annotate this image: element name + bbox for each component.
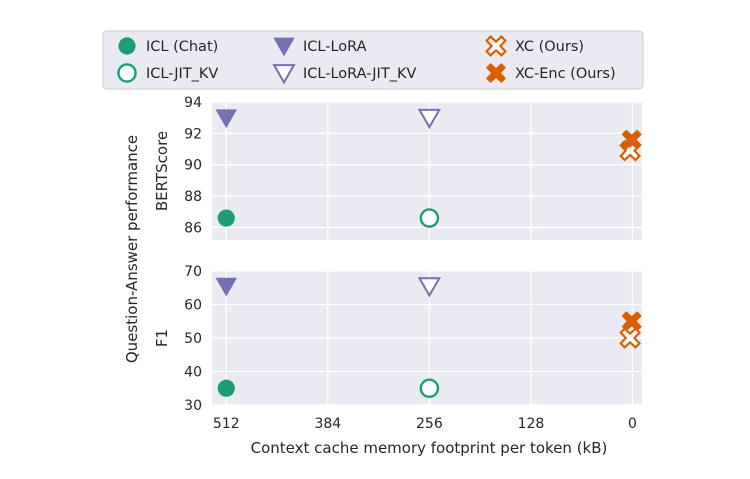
x-tick-label-128: 128 [518, 416, 545, 432]
y-tick-label-94: 94 [184, 95, 202, 111]
legend-marker-icl-lora [273, 37, 295, 57]
point-icl-lora-bertscore-0 [215, 109, 238, 129]
panel-f1: 30 40 50 60 70 F1 [153, 264, 642, 414]
y-tick-label-70: 70 [184, 264, 202, 280]
x-axis-label: Context cache memory footprint per token… [251, 439, 608, 457]
legend-label-xc-enc-ours: XC-Enc (Ours) [515, 66, 616, 82]
y-axis-label-f1: F1 [153, 329, 171, 347]
legend-label-icl-lora: ICL-LoRA [303, 39, 367, 55]
shared-y-axis-label: Question-Answer performance [123, 135, 141, 363]
y-tick-label-30: 30 [184, 398, 202, 414]
legend-marker-icl-chat [118, 37, 136, 55]
legend-label-icl-lora-jit-kv: ICL-LoRA-JIT_KV [303, 66, 416, 82]
y-tick-label-50: 50 [184, 331, 202, 347]
point-icl-jit-kv-bertscore-0 [419, 208, 440, 228]
y-tick-label-88: 88 [184, 189, 202, 205]
legend-item-icl-lora-jit-kv: ICL-LoRA-JIT_KV [272, 64, 416, 85]
legend-frame [102, 30, 644, 90]
x-tick-label-512: 512 [213, 416, 240, 432]
point-xc-enc-ours-f1-0 [621, 311, 642, 332]
legend-label-icl-chat: ICL (Chat) [146, 39, 218, 55]
legend-marker-icl-lora-jit-kv [272, 64, 296, 85]
point-icl-lora-jit-kv-bertscore-0 [417, 108, 442, 130]
legend-marker-xc-ours [485, 35, 507, 57]
point-icl-chat-f1-0 [217, 379, 235, 397]
y-tick-label-92: 92 [184, 126, 202, 142]
point-icl-lora-f1-0 [215, 277, 238, 297]
y-tick-label-40: 40 [184, 365, 202, 381]
legend-item-xc-ours: XC (Ours) [485, 35, 584, 57]
legend-label-icl-jit-kv: ICL-JIT_KV [146, 66, 218, 82]
panel-bertscore: 86 88 90 92 94 BERTScore [153, 95, 642, 240]
y-axis-label-bertscore: BERTScore [153, 131, 171, 211]
point-icl-jit-kv-f1-0 [419, 378, 440, 399]
legend-item-icl-chat: ICL (Chat) [118, 37, 218, 55]
y-tick-label-60: 60 [184, 298, 202, 314]
y-tick-label-90: 90 [184, 158, 202, 174]
legend-item-xc-enc-ours: XC-Enc (Ours) [485, 62, 616, 84]
legend-marker-xc-enc-ours [485, 62, 507, 84]
point-icl-chat-bertscore-0 [217, 209, 235, 227]
x-axis-ticks: 512 384 256 128 0 [213, 416, 637, 432]
legend-item-icl-lora: ICL-LoRA [273, 37, 367, 57]
point-icl-lora-jit-kv-f1-0 [417, 277, 442, 298]
x-tick-label-256: 256 [416, 416, 443, 432]
legend-label-xc-ours: XC (Ours) [515, 39, 584, 55]
x-tick-label-0: 0 [628, 416, 637, 432]
legend-item-icl-jit-kv: ICL-JIT_KV [117, 63, 218, 83]
legend: ICL (Chat) ICL-LoRA XC (Ours) ICL-JIT_KV ICL… [102, 30, 644, 90]
legend-marker-icl-jit-kv [117, 63, 137, 83]
x-tick-label-384: 384 [314, 416, 341, 432]
point-xc-enc-ours-bertscore-0 [621, 129, 642, 150]
y-tick-label-86: 86 [184, 220, 202, 236]
